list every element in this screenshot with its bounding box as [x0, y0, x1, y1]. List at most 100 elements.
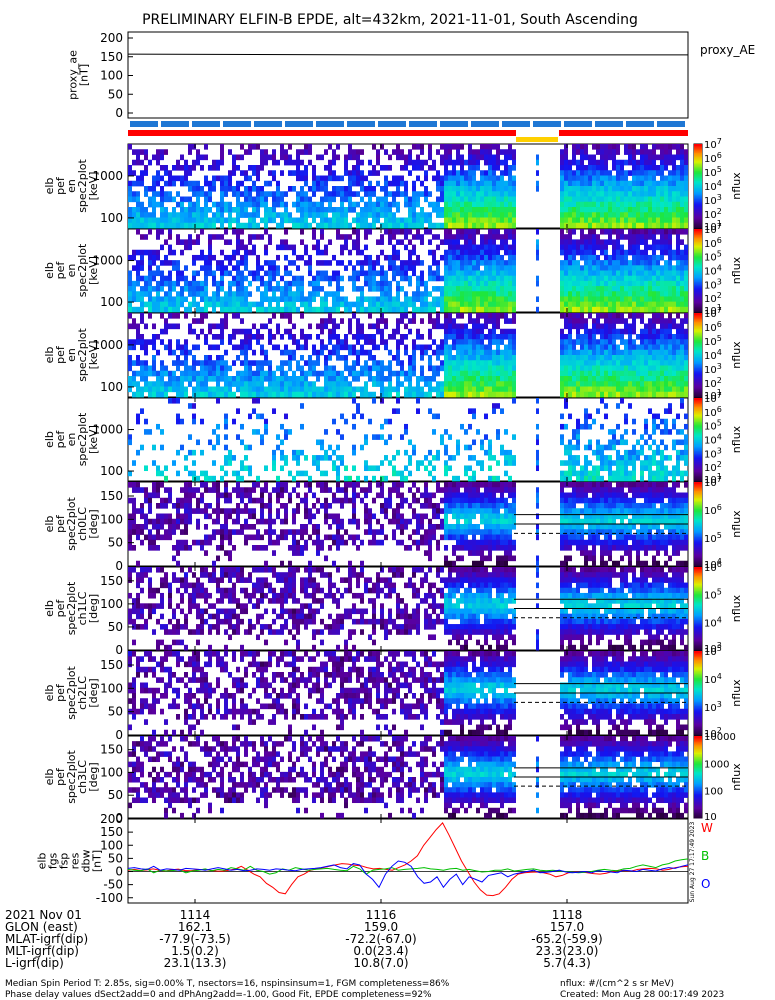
heat-cell	[632, 154, 636, 161]
heat-cell	[152, 360, 156, 366]
heat-cell	[228, 339, 232, 345]
heat-cell	[356, 239, 360, 245]
heat-cell	[676, 355, 680, 361]
heat-cell	[592, 286, 596, 292]
heat-cell	[444, 159, 448, 166]
heat-cell	[196, 475, 200, 482]
heat-cell	[508, 260, 512, 266]
heat-cell	[624, 349, 628, 356]
heat-cell	[288, 217, 292, 224]
heat-cell	[484, 370, 488, 377]
heat-cell	[368, 159, 372, 166]
heat-cell	[604, 365, 608, 372]
heat-cell	[604, 323, 608, 330]
heat-cell	[424, 349, 428, 356]
heat-cell	[400, 475, 404, 482]
heat-cell	[512, 360, 516, 366]
heat-cell	[600, 344, 604, 351]
heat-cell	[164, 301, 168, 308]
heat-cell	[180, 349, 184, 356]
heat-cell	[340, 275, 344, 282]
heat-cell	[600, 323, 604, 330]
heat-cell	[684, 301, 688, 308]
heat-cell	[684, 355, 688, 361]
heat-cell	[504, 286, 508, 292]
heat-cell	[456, 196, 460, 203]
heat-cell	[664, 234, 668, 240]
heat-cell	[288, 318, 292, 324]
heat-cell	[304, 207, 308, 213]
heat-cell	[640, 318, 644, 324]
heat-cell	[300, 449, 304, 456]
heat-cell	[604, 212, 608, 218]
heat-cell	[288, 296, 292, 303]
heat-cell	[404, 376, 408, 382]
heat-cell	[128, 186, 132, 192]
heat-cell	[420, 376, 424, 382]
heat-cell	[484, 275, 488, 282]
heat-cell	[620, 175, 624, 182]
heat-cell	[180, 360, 184, 366]
heat-cell	[388, 212, 392, 218]
heat-cell	[212, 275, 216, 282]
heat-cell	[228, 391, 232, 398]
colorbar-cell	[694, 158, 702, 160]
heat-cell	[352, 286, 356, 292]
heat-cell	[196, 254, 200, 261]
heat-cell	[436, 149, 440, 155]
heat-cell	[640, 286, 644, 292]
heat-cell	[184, 365, 188, 372]
heat-cell	[408, 365, 412, 372]
heat-cell	[680, 207, 684, 213]
heat-cell	[580, 381, 584, 387]
heat-cell	[360, 301, 364, 308]
heat-cell	[288, 212, 292, 218]
heat-cell	[668, 280, 672, 287]
heat-cell	[224, 365, 228, 372]
heat-cell	[352, 344, 356, 351]
heat-cell	[216, 175, 220, 182]
heat-cell	[392, 270, 396, 277]
heat-cell	[472, 355, 476, 361]
heat-cell	[660, 280, 664, 287]
heat-cell	[672, 349, 676, 356]
heat-cell	[312, 180, 316, 187]
heat-cell	[588, 249, 592, 256]
heat-cell	[344, 365, 348, 372]
heat-cell	[296, 207, 300, 213]
heat-cell	[260, 275, 264, 282]
heat-cell	[596, 323, 600, 330]
heat-cell	[616, 376, 620, 382]
heat-cell	[336, 339, 340, 345]
heat-cell	[324, 275, 328, 282]
heat-cell	[188, 349, 192, 356]
heat-cell	[428, 408, 432, 414]
heat-cell	[620, 217, 624, 224]
heat-cell	[404, 191, 408, 197]
heat-cell	[256, 175, 260, 182]
heat-cell	[500, 365, 504, 372]
heat-cell	[328, 455, 332, 461]
heat-cell	[588, 328, 592, 335]
heat-cell	[564, 386, 568, 393]
heat-cell	[564, 370, 568, 377]
heat-cell	[460, 186, 464, 192]
heat-cell	[272, 391, 276, 398]
heat-cell	[440, 186, 444, 192]
heat-cell	[476, 381, 480, 387]
heat-cell	[404, 296, 408, 303]
heat-cell	[620, 386, 624, 393]
heat-cell	[644, 301, 648, 308]
heat-cell	[624, 249, 628, 256]
heat-cell	[200, 165, 204, 171]
heat-cell	[632, 254, 636, 261]
heat-cell	[500, 186, 504, 192]
colorbar-cell	[694, 355, 702, 357]
heat-cell	[460, 265, 464, 271]
heat-cell	[468, 149, 472, 155]
heat-cell	[620, 165, 624, 171]
heat-cell	[604, 291, 608, 297]
heat-cell	[292, 170, 296, 176]
heat-cell	[568, 270, 572, 277]
heat-cell	[160, 313, 164, 319]
